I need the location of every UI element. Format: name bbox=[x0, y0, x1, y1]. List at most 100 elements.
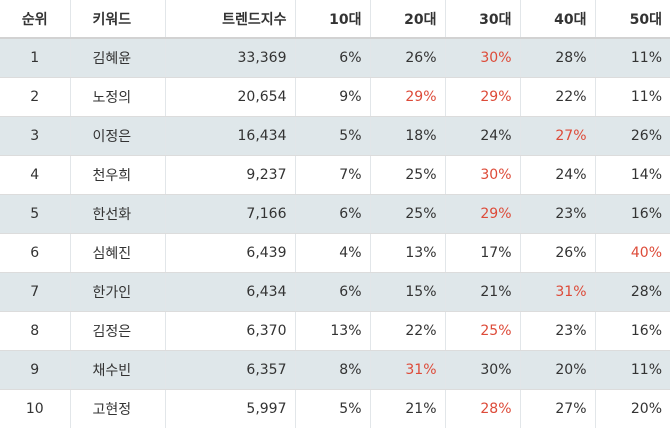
cell-age-40s: 24% bbox=[520, 155, 596, 195]
cell-age-30s: 30% bbox=[445, 155, 521, 195]
table-row: 6 심혜진 6,439 4% 13% 17% 26% 40% bbox=[0, 233, 670, 273]
cell-age-50s: 28% bbox=[595, 272, 670, 312]
cell-age-20s: 25% bbox=[370, 155, 446, 195]
cell-age-10s: 4% bbox=[295, 233, 371, 273]
table-body: 1 김혜윤 33,369 6% 26% 30% 28% 11% 2 노정의 20,654 9% 29% 2… bbox=[0, 38, 670, 428]
cell-keyword: 김혜윤 bbox=[70, 38, 166, 78]
cell-age-10s: 5% bbox=[295, 116, 371, 156]
cell-rank: 6 bbox=[0, 233, 71, 273]
cell-age-40s: 28% bbox=[520, 38, 596, 78]
cell-keyword: 천우희 bbox=[70, 155, 166, 195]
cell-age-30s: 21% bbox=[445, 272, 521, 312]
cell-age-30s: 30% bbox=[445, 350, 521, 390]
cell-age-30s: 28% bbox=[445, 389, 521, 428]
cell-trend-index: 33,369 bbox=[165, 38, 296, 78]
cell-rank: 7 bbox=[0, 272, 71, 312]
cell-rank: 1 bbox=[0, 38, 71, 78]
table-row: 5 한선화 7,166 6% 25% 29% 23% 16% bbox=[0, 194, 670, 234]
cell-trend-index: 9,237 bbox=[165, 155, 296, 195]
cell-keyword: 김정은 bbox=[70, 311, 166, 351]
header-age-40s: 40대 bbox=[520, 0, 596, 39]
header-age-50s: 50대 bbox=[595, 0, 670, 39]
cell-age-40s: 23% bbox=[520, 311, 596, 351]
cell-age-20s: 29% bbox=[370, 77, 446, 117]
header-keyword: 키워드 bbox=[70, 0, 166, 39]
cell-age-30s: 25% bbox=[445, 311, 521, 351]
cell-age-50s: 40% bbox=[595, 233, 670, 273]
table-row: 10 고현정 5,997 5% 21% 28% 27% 20% bbox=[0, 389, 670, 428]
cell-age-30s: 17% bbox=[445, 233, 521, 273]
cell-age-10s: 8% bbox=[295, 350, 371, 390]
cell-rank: 2 bbox=[0, 77, 71, 117]
table-row: 4 천우희 9,237 7% 25% 30% 24% 14% bbox=[0, 155, 670, 195]
cell-trend-index: 16,434 bbox=[165, 116, 296, 156]
cell-age-40s: 23% bbox=[520, 194, 596, 234]
cell-age-10s: 7% bbox=[295, 155, 371, 195]
cell-rank: 3 bbox=[0, 116, 71, 156]
cell-age-40s: 26% bbox=[520, 233, 596, 273]
cell-age-20s: 15% bbox=[370, 272, 446, 312]
cell-trend-index: 6,434 bbox=[165, 272, 296, 312]
cell-age-30s: 24% bbox=[445, 116, 521, 156]
cell-age-20s: 25% bbox=[370, 194, 446, 234]
cell-age-40s: 22% bbox=[520, 77, 596, 117]
cell-trend-index: 5,997 bbox=[165, 389, 296, 428]
cell-rank: 4 bbox=[0, 155, 71, 195]
cell-age-40s: 20% bbox=[520, 350, 596, 390]
cell-age-30s: 29% bbox=[445, 194, 521, 234]
cell-keyword: 고현정 bbox=[70, 389, 166, 428]
cell-age-50s: 11% bbox=[595, 38, 670, 78]
cell-age-50s: 16% bbox=[595, 194, 670, 234]
cell-trend-index: 20,654 bbox=[165, 77, 296, 117]
cell-age-50s: 26% bbox=[595, 116, 670, 156]
table-row: 2 노정의 20,654 9% 29% 29% 22% 11% bbox=[0, 77, 670, 117]
cell-keyword: 채수빈 bbox=[70, 350, 166, 390]
table-row: 9 채수빈 6,357 8% 31% 30% 20% 11% bbox=[0, 350, 670, 390]
cell-age-40s: 31% bbox=[520, 272, 596, 312]
cell-age-50s: 16% bbox=[595, 311, 670, 351]
table-row: 7 한가인 6,434 6% 15% 21% 31% 28% bbox=[0, 272, 670, 312]
cell-age-50s: 11% bbox=[595, 77, 670, 117]
cell-age-10s: 9% bbox=[295, 77, 371, 117]
cell-age-10s: 6% bbox=[295, 272, 371, 312]
cell-age-50s: 11% bbox=[595, 350, 670, 390]
cell-age-40s: 27% bbox=[520, 116, 596, 156]
cell-trend-index: 7,166 bbox=[165, 194, 296, 234]
cell-keyword: 노정의 bbox=[70, 77, 166, 117]
cell-keyword: 한선화 bbox=[70, 194, 166, 234]
cell-rank: 5 bbox=[0, 194, 71, 234]
cell-age-10s: 5% bbox=[295, 389, 371, 428]
cell-trend-index: 6,357 bbox=[165, 350, 296, 390]
cell-trend-index: 6,370 bbox=[165, 311, 296, 351]
cell-age-20s: 31% bbox=[370, 350, 446, 390]
header-age-30s: 30대 bbox=[445, 0, 521, 39]
header-trend-index: 트렌드지수 bbox=[165, 0, 296, 39]
header-age-20s: 20대 bbox=[370, 0, 446, 39]
cell-age-50s: 20% bbox=[630, 400, 662, 417]
cell-keyword: 이정은 bbox=[70, 116, 166, 156]
cell-age-10s: 13% bbox=[295, 311, 371, 351]
table-row: 1 김혜윤 33,369 6% 26% 30% 28% 11% bbox=[0, 38, 670, 78]
cell-age-10s: 6% bbox=[295, 194, 371, 234]
cell-rank: 10 bbox=[0, 389, 71, 428]
table-row: 8 김정은 6,370 13% 22% 25% 23% 16% bbox=[0, 311, 670, 351]
cell-keyword: 한가인 bbox=[70, 272, 166, 312]
header-age-10s: 10대 bbox=[295, 0, 371, 39]
cell-age-20s: 18% bbox=[370, 116, 446, 156]
cell-rank: 8 bbox=[0, 311, 71, 351]
table-header-row: 순위 키워드 트렌드지수 10대 20대 30대 40대 50대 bbox=[0, 0, 670, 39]
cell-age-30s: 30% bbox=[445, 38, 521, 78]
cell-rank: 9 bbox=[0, 350, 71, 390]
cell-trend-index: 6,439 bbox=[165, 233, 296, 273]
cell-age-20s: 21% bbox=[370, 389, 446, 428]
cell-keyword: 심혜진 bbox=[70, 233, 166, 273]
cell-age-40s: 27% bbox=[520, 389, 596, 428]
cell-age-30s: 29% bbox=[445, 77, 521, 117]
cell-age-50s: 14% bbox=[595, 155, 670, 195]
cell-age-10s: 6% bbox=[295, 38, 371, 78]
cell-age-20s: 13% bbox=[370, 233, 446, 273]
cell-age-20s: 22% bbox=[370, 311, 446, 351]
header-rank: 순위 bbox=[0, 0, 71, 39]
cell-age-20s: 26% bbox=[370, 38, 446, 78]
